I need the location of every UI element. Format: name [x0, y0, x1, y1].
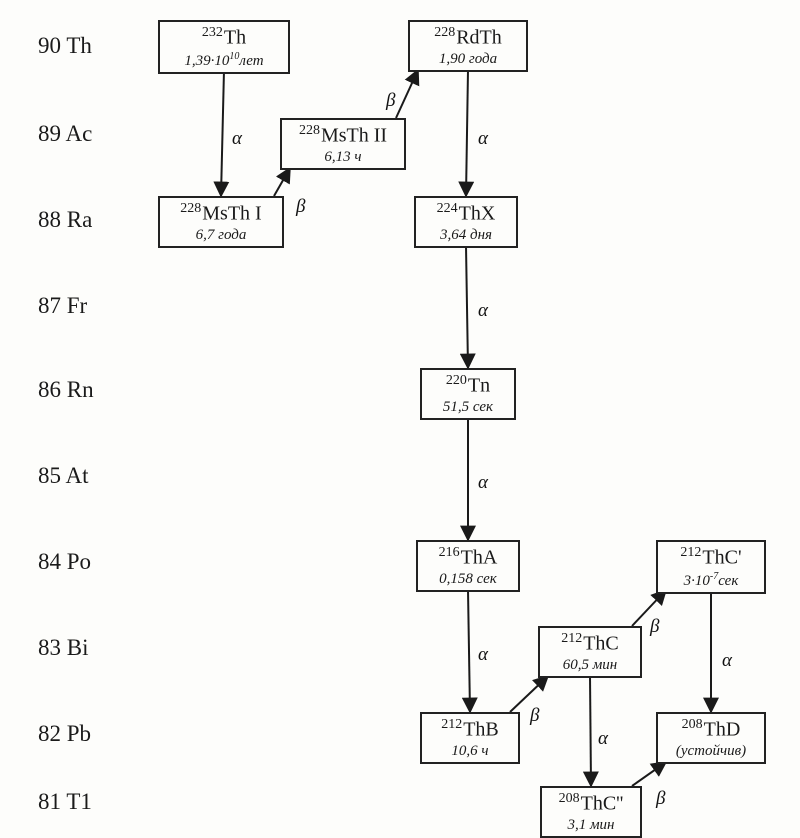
half-life: 3·10-7сек: [664, 571, 758, 590]
nuclide-tn: 220Tn 51,5 сек: [420, 368, 516, 420]
beta-decay-label: β: [650, 616, 659, 638]
alpha-decay-label: α: [478, 644, 488, 666]
isotope-label: 212ThC': [664, 545, 758, 569]
beta-decay-label: β: [530, 705, 539, 727]
half-life: 1,39·1010лет: [166, 51, 282, 70]
alpha-decay-label: α: [478, 128, 488, 150]
row-label: 89 Ac: [38, 121, 92, 147]
nuclide-msth2: 228MsTh II 6,13 ч: [280, 118, 406, 170]
nuclide-thc-dblprime: 208ThC'' 3,1 мин: [540, 786, 642, 838]
nuclide-rdth: 228RdTh 1,90 года: [408, 20, 528, 72]
isotope-label: 228MsTh I: [166, 201, 276, 225]
nuclide-thc-prime: 212ThC' 3·10-7сек: [656, 540, 766, 594]
row-label: 90 Th: [38, 33, 92, 59]
nuclide-thd: 208ThD (устойчив): [656, 712, 766, 764]
row-label: 85 At: [38, 463, 88, 489]
beta-decay-label: β: [296, 196, 305, 218]
row-label: 84 Po: [38, 549, 91, 575]
isotope-label: 224ThX: [422, 201, 510, 225]
half-life: 6,13 ч: [288, 149, 398, 166]
beta-decay-label: β: [386, 90, 395, 112]
isotope-label: 220Tn: [428, 373, 508, 397]
row-label: 82 Pb: [38, 721, 91, 747]
nuclide-th232: 232Th 1,39·1010лет: [158, 20, 290, 74]
half-life: 3,64 дня: [422, 227, 510, 244]
row-label: 87 Fr: [38, 293, 87, 319]
isotope-label: 228MsTh II: [288, 123, 398, 147]
row-label: 83 Bi: [38, 635, 88, 661]
beta-decay-label: β: [656, 788, 665, 810]
half-life: 1,90 года: [416, 51, 520, 68]
alpha-decay-label: α: [598, 728, 608, 750]
isotope-label: 212ThC: [546, 631, 634, 655]
isotope-label: 216ThA: [424, 545, 512, 569]
row-label: 81 T1: [38, 789, 92, 815]
row-label: 86 Rn: [38, 377, 94, 403]
nuclide-thc: 212ThC 60,5 мин: [538, 626, 642, 678]
isotope-label: 208ThC'': [548, 791, 634, 815]
isotope-label: 228RdTh: [416, 25, 520, 49]
isotope-label: 232Th: [166, 25, 282, 49]
half-life: 51,5 сек: [428, 399, 508, 416]
nuclide-msth1: 228MsTh I 6,7 года: [158, 196, 284, 248]
isotope-label: 212ThB: [428, 717, 512, 741]
half-life: 10,6 ч: [428, 743, 512, 760]
half-life: 3,1 мин: [548, 817, 634, 834]
alpha-decay-label: α: [478, 300, 488, 322]
row-label: 88 Ra: [38, 207, 92, 233]
nuclide-thx: 224ThX 3,64 дня: [414, 196, 518, 248]
alpha-decay-label: α: [722, 650, 732, 672]
half-life: 0,158 сек: [424, 571, 512, 588]
alpha-decay-label: α: [478, 472, 488, 494]
half-life: 6,7 года: [166, 227, 276, 244]
half-life: 60,5 мин: [546, 657, 634, 674]
half-life: (устойчив): [664, 743, 758, 760]
alpha-decay-label: α: [232, 128, 242, 150]
nuclide-thb: 212ThB 10,6 ч: [420, 712, 520, 764]
nuclide-tha: 216ThA 0,158 сек: [416, 540, 520, 592]
isotope-label: 208ThD: [664, 717, 758, 741]
